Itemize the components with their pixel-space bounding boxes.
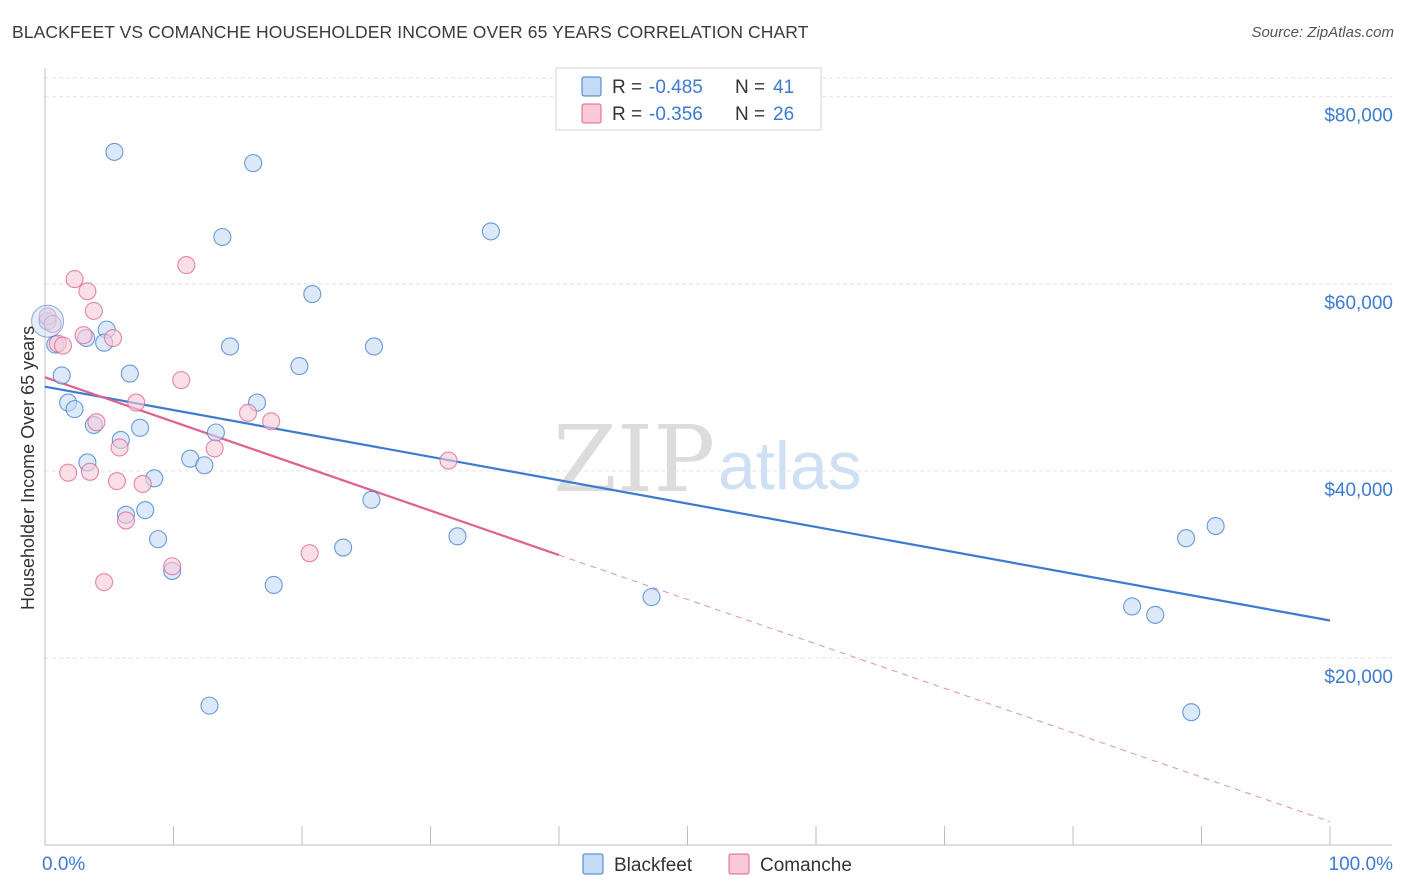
- point-blackfeet: [136, 501, 155, 520]
- point-comanche: [95, 573, 114, 592]
- point-comanche: [65, 270, 84, 289]
- point-blackfeet: [264, 575, 283, 595]
- data-points: [31, 142, 1225, 722]
- point-blackfeet: [642, 588, 661, 607]
- legend-n-value-blackfeet: 41: [773, 77, 794, 98]
- point-blackfeet: [448, 527, 467, 546]
- point-comanche: [107, 472, 127, 491]
- bottom-legend-swatch-comanche: [728, 853, 750, 875]
- x-tick-label: 100.0%: [1329, 854, 1394, 875]
- point-comanche: [238, 403, 258, 422]
- point-blackfeet: [290, 357, 309, 376]
- point-blackfeet: [1182, 703, 1201, 722]
- chart-title: BLACKFEET VS COMANCHE HOUSEHOLDER INCOME…: [12, 22, 809, 42]
- point-blackfeet: [206, 423, 225, 442]
- point-blackfeet: [195, 456, 214, 475]
- point-comanche: [163, 557, 182, 576]
- y-tick-label: $80,000: [1324, 106, 1393, 127]
- point-comanche: [116, 511, 136, 530]
- point-cluster-blackfeet: [31, 304, 65, 338]
- legend-n-value-comanche: 26: [773, 104, 794, 125]
- watermark-zip: ZIP: [553, 406, 715, 513]
- watermark: ZIP atlas: [553, 406, 862, 513]
- point-blackfeet: [105, 142, 124, 161]
- point-comanche: [110, 438, 129, 457]
- point-comanche: [74, 326, 93, 345]
- bottom-legend-label-blackfeet: Blackfeet: [614, 855, 693, 876]
- point-blackfeet: [362, 490, 381, 509]
- point-blackfeet: [303, 285, 322, 304]
- point-blackfeet: [1123, 597, 1142, 616]
- point-comanche: [80, 462, 100, 481]
- source-label: Source: ZipAtlas.com: [1251, 24, 1394, 41]
- point-comanche: [84, 301, 103, 320]
- point-blackfeet: [220, 337, 240, 356]
- watermark-atlas: atlas: [718, 428, 862, 504]
- tick-labels: $20,000 $40,000 $60,000 $80,000 0.0% 100.0%: [42, 106, 1393, 875]
- y-tick-label: $60,000: [1324, 293, 1393, 314]
- point-comanche: [87, 413, 106, 432]
- legend-swatch-comanche: [581, 103, 602, 124]
- point-blackfeet: [200, 696, 219, 715]
- x-tick-label: 0.0%: [42, 854, 85, 875]
- point-blackfeet: [1206, 516, 1225, 536]
- point-blackfeet: [213, 227, 232, 247]
- point-blackfeet: [149, 530, 168, 549]
- point-comanche: [78, 282, 97, 301]
- legend-r-value-comanche: -0.356: [649, 104, 703, 125]
- legend-r-label-blackfeet: R =: [612, 77, 642, 98]
- point-blackfeet: [364, 337, 384, 356]
- point-blackfeet: [120, 364, 139, 383]
- point-comanche: [59, 463, 78, 482]
- point-blackfeet: [244, 154, 263, 173]
- legend-n-label-comanche: N =: [735, 104, 765, 125]
- point-comanche: [43, 314, 62, 334]
- point-comanche: [439, 451, 458, 470]
- point-comanche: [133, 474, 152, 493]
- trend-line-blackfeet: [44, 385, 1331, 622]
- point-comanche: [300, 544, 319, 563]
- point-comanche: [127, 393, 146, 412]
- point-comanche: [177, 256, 196, 275]
- point-comanche: [53, 336, 73, 355]
- bottom-legend-swatch-blackfeet: [582, 853, 604, 875]
- point-comanche: [104, 328, 123, 348]
- point-blackfeet: [334, 538, 353, 557]
- axes: [44, 68, 1392, 846]
- bottom-legend-label-comanche: Comanche: [760, 855, 852, 876]
- y-tick-label: $40,000: [1324, 480, 1393, 501]
- point-blackfeet: [65, 400, 84, 419]
- point-blackfeet: [52, 366, 71, 385]
- point-blackfeet: [131, 418, 150, 437]
- point-blackfeet: [1177, 529, 1196, 548]
- legend-swatch-blackfeet: [581, 76, 602, 97]
- trend-line-dashed-comanche: [558, 554, 1331, 823]
- legend-r-label-comanche: R =: [612, 104, 642, 125]
- legend-r-value-blackfeet: -0.485: [649, 77, 703, 98]
- point-blackfeet: [481, 222, 500, 241]
- series-legend: Blackfeet Comanche: [582, 853, 852, 876]
- point-comanche: [172, 371, 191, 390]
- y-axis-label: Householder Income Over 65 years: [18, 326, 38, 610]
- legend-n-label-blackfeet: N =: [735, 77, 765, 98]
- y-tick-label: $20,000: [1324, 667, 1393, 688]
- point-comanche: [262, 412, 281, 431]
- point-comanche: [205, 439, 224, 458]
- point-blackfeet: [1146, 605, 1165, 624]
- correlation-legend: R = -0.485 N = 41 R = -0.356 N = 26: [555, 67, 822, 131]
